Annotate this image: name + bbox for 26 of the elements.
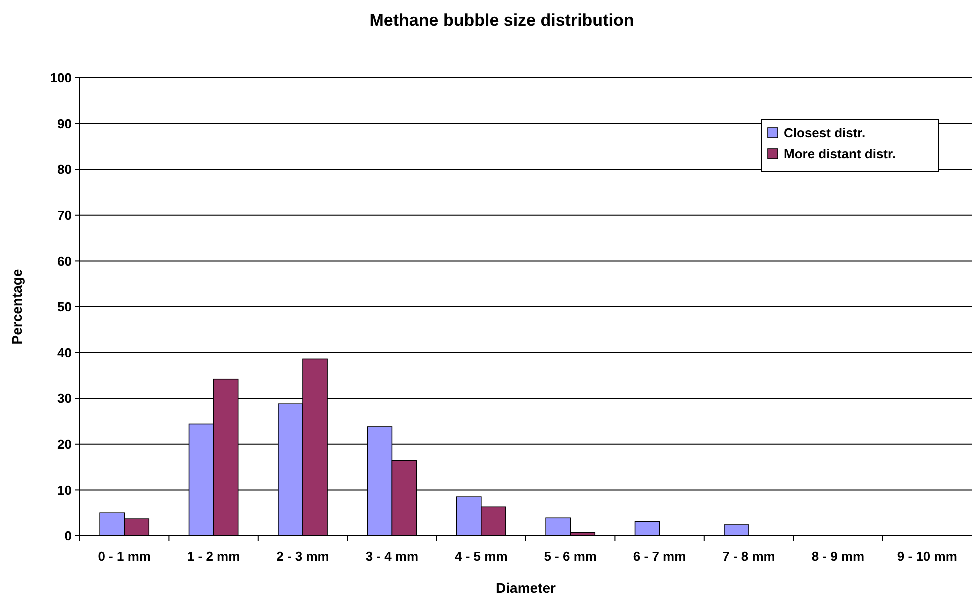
- y-axis-title: Percentage: [9, 269, 25, 345]
- y-tick-label: 80: [58, 162, 72, 178]
- chart-title: Methane bubble size distribution: [370, 11, 634, 30]
- legend-label: More distant distr.: [784, 146, 896, 162]
- x-tick-label: 1 - 2 mm: [187, 549, 240, 564]
- y-tick-label: 60: [58, 254, 72, 269]
- x-tick-label: 9 - 10 mm: [897, 549, 958, 564]
- x-tick-label: 8 - 9 mm: [812, 549, 865, 564]
- legend-label: Closest distr.: [784, 126, 866, 141]
- x-tick-label: 5 - 6 mm: [544, 549, 597, 564]
- x-tick-label: 7 - 8 mm: [722, 549, 776, 564]
- y-tick-label: 70: [58, 208, 72, 223]
- x-axis-title: Diameter: [496, 580, 557, 596]
- y-tick-label: 40: [58, 345, 72, 360]
- y-tick-label: 50: [58, 300, 72, 315]
- x-tick-label: 4 - 5 mm: [455, 549, 508, 564]
- y-tick-label: 30: [58, 391, 72, 406]
- x-tick-label: 6 - 7 mm: [633, 549, 686, 564]
- y-tick-label: 100: [50, 70, 72, 86]
- y-tick-label: 20: [58, 436, 72, 452]
- y-tick-label: 10: [58, 482, 72, 498]
- y-tick-label: 90: [58, 116, 72, 132]
- x-tick-label: 2 - 3 mm: [276, 549, 330, 564]
- x-tick-label: 3 - 4 mm: [366, 549, 419, 564]
- x-tick-label: 0 - 1 mm: [98, 549, 151, 564]
- y-tick-label: 0: [64, 528, 72, 544]
